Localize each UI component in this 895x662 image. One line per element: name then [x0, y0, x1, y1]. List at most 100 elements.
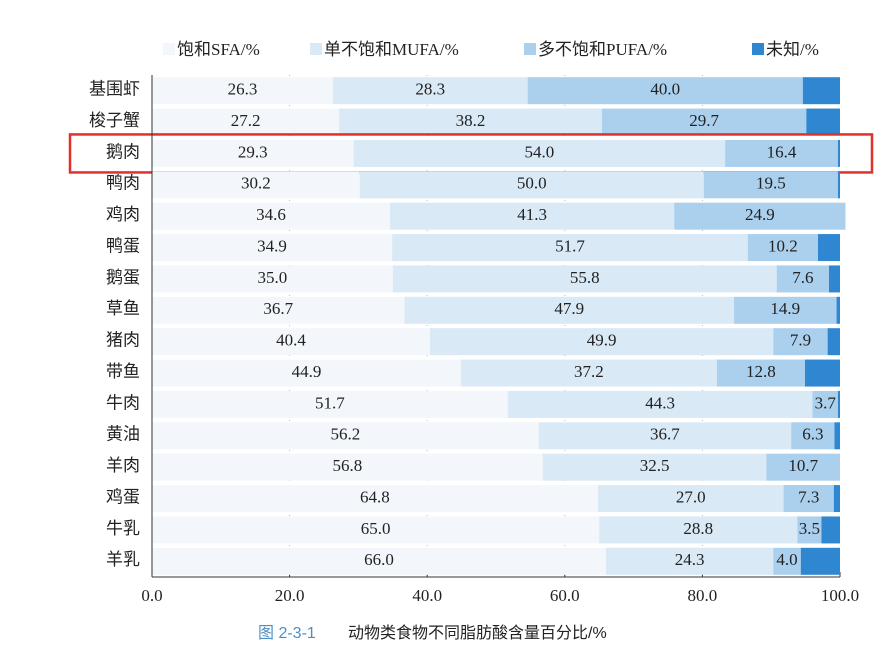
value-label: 29.3	[238, 142, 268, 161]
bar-segment	[152, 422, 539, 450]
bar-segment	[776, 265, 829, 293]
bar-segment	[339, 108, 602, 136]
bar-segment	[597, 485, 784, 513]
value-label: 54.0	[524, 142, 554, 161]
bar-segment	[837, 139, 840, 167]
bar-segment	[734, 296, 837, 324]
bar-segment	[152, 139, 354, 167]
bar-segment	[828, 265, 840, 293]
y-tick-label: 草鱼	[106, 299, 140, 318]
value-label: 12.8	[746, 362, 776, 381]
bar-segment	[827, 328, 840, 356]
bar-segment	[747, 234, 818, 262]
value-label: 26.3	[228, 80, 258, 99]
y-tick-label: 黄油	[106, 425, 140, 444]
y-tick-label: 牛乳	[106, 519, 140, 538]
legend-label: 未知/%	[766, 40, 819, 59]
value-label: 7.6	[792, 268, 813, 287]
x-tick-label: 40.0	[412, 586, 442, 605]
y-tick-label: 猪肉	[106, 331, 140, 350]
bar-segment	[821, 516, 840, 544]
y-tick-label: 带鱼	[106, 362, 140, 381]
value-label: 64.8	[360, 487, 390, 506]
bar-segment	[152, 296, 405, 324]
y-tick-label: 梭子蟹	[89, 111, 140, 130]
value-label: 47.9	[554, 299, 584, 318]
bar-segment	[404, 296, 735, 324]
x-tick-label: 80.0	[688, 586, 718, 605]
value-label: 35.0	[258, 268, 288, 287]
value-label: 36.7	[650, 425, 680, 444]
y-tick-label: 鸡蛋	[106, 487, 140, 506]
bar-segment	[797, 516, 822, 544]
value-label: 6.3	[802, 425, 823, 444]
value-label: 24.3	[675, 550, 705, 569]
y-tick-label: 羊乳	[106, 550, 140, 569]
value-label: 37.2	[574, 362, 604, 381]
value-label: 24.9	[745, 205, 775, 224]
bar-segment	[601, 108, 807, 136]
bar-segment	[392, 234, 748, 262]
value-label: 7.3	[798, 487, 819, 506]
bar-segment	[806, 108, 840, 136]
bar-segment	[800, 547, 840, 575]
value-label: 36.7	[263, 299, 293, 318]
value-label: 56.2	[330, 425, 360, 444]
value-label: 34.9	[257, 236, 287, 255]
bar-segment	[773, 328, 828, 356]
bar-segment	[152, 390, 508, 418]
bar-segment	[152, 328, 430, 356]
bar-segment	[152, 359, 461, 387]
bar-segment	[836, 296, 840, 324]
bar-segment	[791, 422, 835, 450]
bar-segment	[703, 171, 838, 199]
y-tick-label: 鹅肉	[106, 142, 140, 161]
bar-segment	[429, 328, 774, 356]
bar-segment	[527, 77, 803, 105]
bar-segment	[538, 422, 792, 450]
bar-segment	[716, 359, 805, 387]
bar-segment	[152, 485, 598, 513]
value-label: 19.5	[756, 174, 786, 193]
y-tick-label: 鸭肉	[106, 174, 140, 193]
bar-segment	[152, 171, 360, 199]
y-tick-label: 羊肉	[106, 456, 140, 475]
bar-segment	[766, 453, 840, 481]
bar-segment	[674, 202, 846, 230]
bar-segment	[837, 390, 840, 418]
x-tick-label: 60.0	[550, 586, 580, 605]
bar-segment	[392, 265, 777, 293]
value-label: 10.2	[768, 236, 798, 255]
value-label: 27.0	[676, 487, 706, 506]
legend-label: 饱和SFA/%	[177, 40, 260, 59]
bar-segment	[152, 516, 600, 544]
bar-segment	[359, 171, 704, 199]
bar-segment	[152, 234, 393, 262]
value-label: 10.7	[788, 456, 818, 475]
x-tick-label: 100.0	[821, 586, 859, 605]
bar-segment	[834, 422, 840, 450]
bar-segment	[507, 390, 813, 418]
legend-label: 单不饱和MUFA/%	[324, 40, 459, 59]
bar-segment	[817, 234, 840, 262]
x-tick-label: 20.0	[275, 586, 305, 605]
value-label: 3.5	[799, 519, 820, 538]
value-label: 51.7	[555, 236, 585, 255]
y-tick-label: 鸡肉	[106, 205, 140, 224]
y-tick-label: 基围虾	[89, 80, 140, 99]
bar-segment	[802, 77, 840, 105]
value-label: 34.6	[256, 205, 286, 224]
value-label: 50.0	[517, 174, 547, 193]
bar-segment	[783, 485, 834, 513]
bar-segment	[152, 77, 333, 105]
value-label: 56.8	[333, 456, 363, 475]
value-label: 66.0	[364, 550, 394, 569]
bar-segment	[152, 265, 393, 293]
caption-number: 图 2-3-1	[258, 625, 316, 642]
value-label: 14.9	[770, 299, 800, 318]
bar-segment	[152, 547, 607, 575]
value-label: 27.2	[231, 111, 261, 130]
value-label: 32.5	[640, 456, 670, 475]
y-tick-label: 鹅蛋	[106, 268, 140, 287]
